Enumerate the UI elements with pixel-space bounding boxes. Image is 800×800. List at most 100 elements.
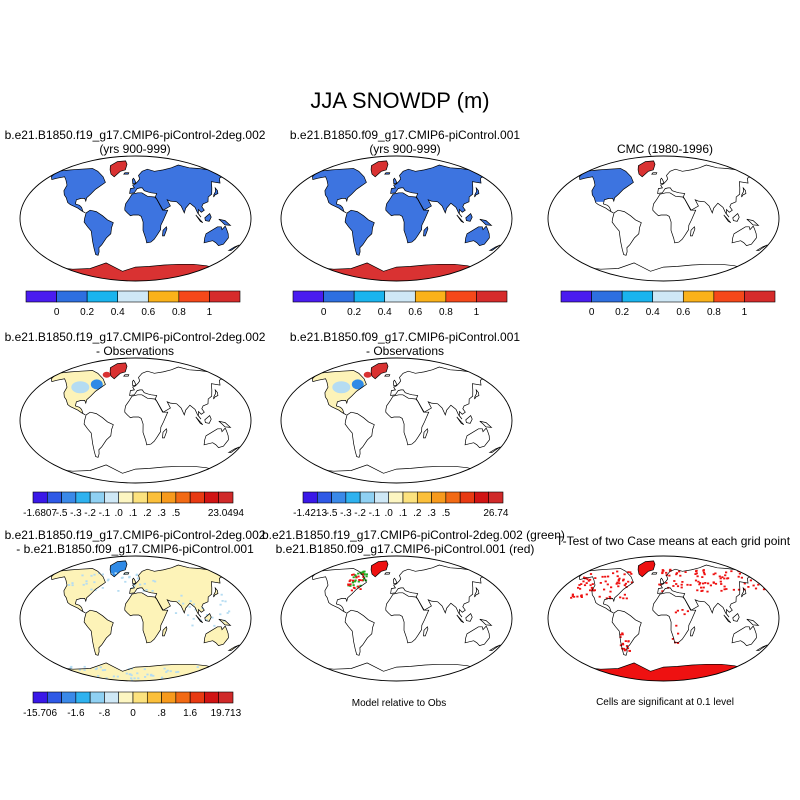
coastline-madagascar bbox=[423, 626, 429, 637]
coastline-africa bbox=[124, 394, 169, 446]
sig-cell bbox=[752, 584, 755, 587]
coastline-nz bbox=[227, 244, 240, 251]
coastline-japan bbox=[213, 586, 219, 598]
coastline-borneo bbox=[732, 213, 740, 222]
sig-cell bbox=[573, 595, 576, 598]
sig-cell bbox=[720, 583, 723, 585]
sig-cell bbox=[609, 590, 612, 593]
sig-cell bbox=[719, 580, 722, 583]
panel-title-1: b.e21.B1850.f19_g17.CMIP6-piControl-2deg… bbox=[0, 128, 270, 156]
diff-cell-blue bbox=[180, 594, 183, 597]
colorbar-swatch bbox=[445, 491, 461, 504]
diff-cell-blue bbox=[93, 581, 96, 584]
coastline-northAmerica bbox=[579, 568, 634, 614]
diff-cell-blue bbox=[191, 624, 194, 627]
panel-title-2-line1: b.e21.B1850.f09_g17.CMIP6-piControl.001 bbox=[289, 128, 521, 142]
colorbar-tick-label: -1.6 bbox=[67, 708, 85, 719]
sig-cell bbox=[615, 582, 618, 585]
coastline-northAmerica bbox=[312, 568, 367, 614]
sig-cell bbox=[723, 585, 726, 588]
colorbar-tick-label: .5 bbox=[172, 508, 181, 519]
colorbar-swatch bbox=[345, 491, 361, 504]
sig-cell bbox=[617, 585, 620, 588]
sig-cell bbox=[719, 577, 722, 580]
diff-cell-blue bbox=[220, 593, 223, 596]
diff-cell-blue bbox=[73, 674, 76, 677]
sig-cell bbox=[683, 613, 686, 616]
coastline-iceland bbox=[123, 172, 130, 175]
coastline-greenland bbox=[370, 560, 389, 578]
coastline-antarctica bbox=[51, 464, 218, 483]
coastline-japan bbox=[213, 388, 219, 400]
diff-cell-blue bbox=[95, 680, 98, 681]
coastline-borneo bbox=[732, 613, 740, 622]
diff-cell-blue bbox=[196, 666, 199, 668]
diff-cell-blue bbox=[143, 582, 146, 585]
coastline-southAmerica bbox=[83, 609, 114, 656]
map-panel-1 bbox=[19, 155, 252, 282]
diff-cell-blue bbox=[194, 608, 197, 611]
sig-cell bbox=[577, 586, 580, 589]
sig-cell bbox=[589, 573, 593, 575]
coastline-uk bbox=[393, 177, 398, 185]
coastline-uk bbox=[132, 577, 137, 585]
diff-cell-blue bbox=[192, 603, 195, 606]
map-outline bbox=[19, 357, 252, 484]
colorbar-tick-label: 0 bbox=[321, 307, 327, 318]
green-contour bbox=[359, 584, 362, 587]
diff-cell-blue bbox=[128, 673, 131, 676]
coastline-uk bbox=[660, 177, 665, 185]
red-contour bbox=[352, 579, 355, 582]
colorbar-tick-label: 0.2 bbox=[347, 307, 361, 318]
coastline-europeAsia bbox=[390, 366, 487, 420]
sig-cell bbox=[703, 573, 706, 576]
sig-cell bbox=[626, 647, 630, 650]
sig-cell bbox=[610, 586, 613, 589]
diff-cell-blue bbox=[106, 579, 109, 582]
land-fill-madagascar bbox=[423, 226, 428, 236]
sig-cell bbox=[627, 580, 630, 583]
sig-cell bbox=[625, 645, 629, 647]
coastline-greenland bbox=[109, 160, 128, 178]
coastline-borneo bbox=[204, 213, 212, 222]
coastline-japan bbox=[213, 186, 219, 198]
green-contour bbox=[365, 575, 368, 578]
coastline-europeAsia bbox=[390, 164, 487, 218]
significance-note: Cells are significant at 0.1 level bbox=[596, 697, 734, 708]
sig-cell bbox=[697, 580, 700, 583]
sig-cell bbox=[714, 582, 718, 585]
green-contour bbox=[352, 584, 355, 586]
red-contour bbox=[347, 583, 350, 586]
coastline-australia bbox=[731, 225, 757, 246]
sig-cell bbox=[630, 581, 633, 584]
sig-cell bbox=[684, 571, 687, 573]
sig-cell bbox=[702, 569, 705, 572]
colorbar-tick-label: 1.6 bbox=[183, 708, 197, 719]
sig-cell bbox=[619, 596, 622, 599]
coastline-madagascar bbox=[162, 428, 168, 439]
coastline-europeAsia bbox=[129, 366, 226, 420]
sig-cell bbox=[702, 582, 705, 585]
coastline-nz bbox=[755, 244, 768, 251]
coastline-sumatra bbox=[456, 214, 465, 224]
diff-cell-blue bbox=[101, 587, 104, 589]
coastline-australia bbox=[203, 225, 229, 246]
sig-cell bbox=[583, 576, 586, 579]
sig-cell bbox=[702, 586, 705, 589]
coastline-greenland bbox=[109, 560, 128, 578]
colorbar-swatch bbox=[46, 691, 62, 704]
land-fill-northAmerica bbox=[312, 168, 367, 213]
green-contour bbox=[354, 575, 357, 578]
diff-land-africa bbox=[124, 592, 168, 643]
coastline-europeAsia bbox=[657, 564, 754, 618]
colorbar-panel-1: 0 0.2 0.4 0.6 0.8 1 bbox=[25, 290, 241, 318]
green-contour bbox=[365, 573, 368, 576]
colorbar-swatch bbox=[189, 491, 205, 504]
colorbar-panel-5: -1.4213-.5 -.3 -.2 -.1 .0 .1 .2 .3 .5 26.74 bbox=[293, 491, 509, 519]
sig-cell bbox=[694, 579, 698, 582]
panel-title-4-line2: - Observations bbox=[95, 344, 175, 358]
colorbar-swatch bbox=[89, 491, 105, 504]
diff-cell-blue bbox=[198, 678, 201, 680]
diff-cell-blue bbox=[213, 624, 216, 627]
diff-cell-blue bbox=[175, 671, 178, 673]
